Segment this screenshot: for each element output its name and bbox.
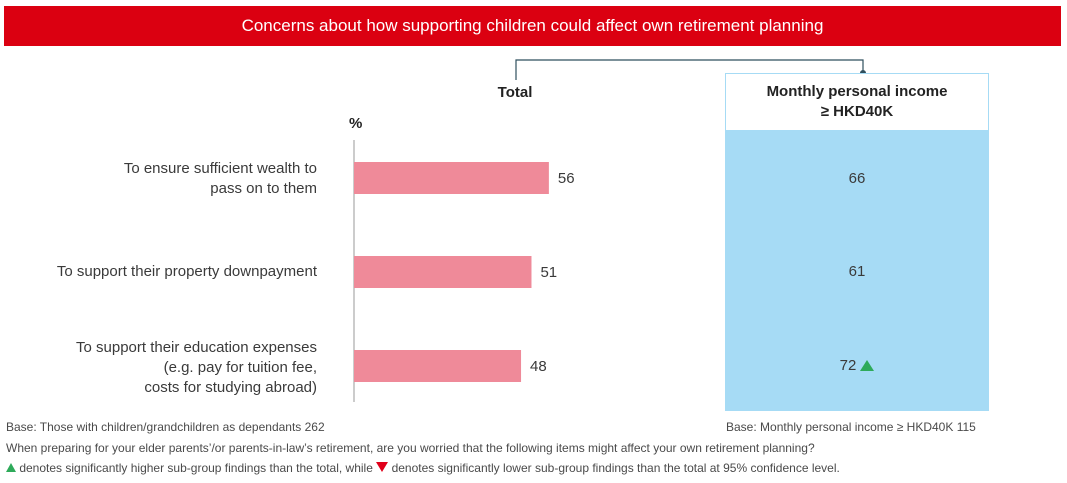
income-subgroup-panel: Monthly personal income ≥ HKD40K 66 61 7… <box>725 73 989 411</box>
total-bar-value-label: 48 <box>530 358 547 375</box>
income-header-line1: Monthly personal income <box>766 83 948 100</box>
unit-label: % <box>349 115 363 132</box>
row-label-education: To support their education expenses (e.g… <box>76 338 317 398</box>
lower-down-triangle-icon <box>376 462 389 472</box>
income-value-row-3: 72 <box>726 357 988 374</box>
significantly-higher-up-triangle-icon <box>860 360 875 371</box>
income-value-row-1: 66 <box>726 170 988 187</box>
significance-legend: denotes significantly higher sub-group f… <box>6 461 840 475</box>
total-bar <box>354 350 522 382</box>
survey-question-note: When preparing for your elder parents’/o… <box>6 441 815 455</box>
row-label-line: To support their property downpayment <box>56 263 317 280</box>
row-label-line: To ensure sufficient wealth to <box>123 160 317 177</box>
income-value: 72 <box>839 357 857 374</box>
income-subgroup-header: Monthly personal income ≥ HKD40K <box>726 74 988 130</box>
income-values-area: 66 61 72 <box>726 130 988 410</box>
income-value: 61 <box>848 263 866 280</box>
total-column-header: Total <box>497 84 533 101</box>
base-income-note: Base: Monthly personal income ≥ HKD40K 1… <box>726 420 976 434</box>
base-total-note: Base: Those with children/grandchildren … <box>6 420 325 434</box>
row-label-wealth: To ensure sufficient wealth to pass on t… <box>124 159 317 199</box>
row-label-line: costs for studying abroad) <box>144 379 317 396</box>
income-header-line2: ≥ HKD40K <box>820 103 894 120</box>
total-bar <box>354 162 549 194</box>
chart-banner-title: Concerns about how supporting children c… <box>4 6 1061 46</box>
income-value-row-2: 61 <box>726 263 988 280</box>
total-bar-value-label: 51 <box>540 264 557 281</box>
total-bar <box>354 256 532 288</box>
higher-up-triangle-icon <box>6 463 16 472</box>
legend-text-higher: denotes significantly higher sub-group f… <box>16 461 377 475</box>
row-label-property: To support their property downpayment <box>57 262 317 282</box>
total-bar-value-label: 56 <box>558 170 575 187</box>
row-label-line: (e.g. pay for tuition fee, <box>163 359 317 376</box>
income-value: 66 <box>848 170 866 187</box>
row-label-line: To support their education expenses <box>76 339 317 356</box>
legend-text-lower: denotes significantly lower sub-group fi… <box>388 461 840 475</box>
row-label-line: pass on to them <box>210 180 317 197</box>
